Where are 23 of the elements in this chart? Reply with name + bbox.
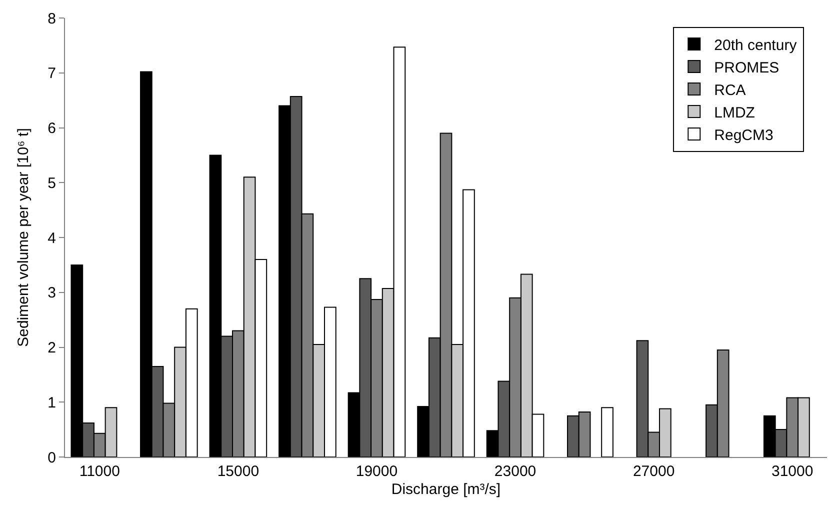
legend-label: PROMES bbox=[714, 59, 780, 76]
y-tick-label: 1 bbox=[48, 394, 56, 412]
bar bbox=[601, 407, 614, 457]
y-tick-label: 7 bbox=[48, 65, 56, 82]
legend-label: RegCM3 bbox=[714, 126, 774, 144]
y-tick-label: 2 bbox=[48, 340, 56, 356]
y-tick-label: 3 bbox=[48, 284, 56, 302]
x-tick-label: 23000 bbox=[494, 463, 536, 480]
x-tick-label: 31000 bbox=[772, 463, 814, 480]
legend-label: RCA bbox=[714, 82, 746, 99]
y-tick-label: 0 bbox=[48, 449, 56, 466]
legend-label: 20th century bbox=[714, 36, 798, 54]
y-axis-title: Sediment volume per year [10⁶ t] bbox=[14, 128, 32, 347]
y-tick-label: 6 bbox=[48, 120, 56, 137]
x-tick-label: 19000 bbox=[356, 463, 398, 480]
x-tick-label: 11000 bbox=[79, 463, 120, 480]
y-tick-label: 4 bbox=[48, 230, 56, 247]
y-tick-label: 8 bbox=[48, 10, 56, 28]
x-tick-label: 15000 bbox=[217, 463, 260, 480]
legend-label: LMDZ bbox=[714, 104, 755, 122]
y-tick-label: 5 bbox=[48, 174, 56, 192]
x-tick-label: 27000 bbox=[632, 463, 675, 480]
x-axis-title: Discharge [m³/s] bbox=[391, 481, 501, 498]
